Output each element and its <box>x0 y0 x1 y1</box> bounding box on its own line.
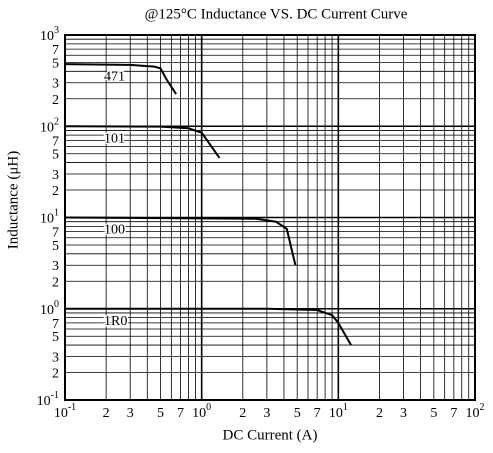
x-axis-label: DC Current (A) <box>223 427 318 443</box>
x-tick-label-base: 10 <box>329 406 343 421</box>
x-tick-label-base: 7 <box>450 406 457 421</box>
y-tick-label: 7 <box>52 226 59 241</box>
x-tick-label: 7 <box>450 406 457 421</box>
y-tick-label: 3 <box>52 168 59 183</box>
y-tick-label: 2 <box>52 93 59 108</box>
x-tick-label: 5 <box>157 406 164 421</box>
y-tick-label-base: 7 <box>52 135 59 150</box>
y-tick-label-base: 7 <box>52 317 59 332</box>
y-tick-label-exponent: 3 <box>54 25 59 36</box>
x-tick-label-exponent: -1 <box>68 402 76 413</box>
x-tick-label-base: 5 <box>430 406 437 421</box>
y-tick-label-base: 10 <box>40 120 54 135</box>
y-tick-label-base: 3 <box>52 259 59 274</box>
y-tick-label: 10-1 <box>37 390 59 409</box>
x-tick-label-base: 7 <box>314 406 321 421</box>
series-label: 471 <box>104 69 125 84</box>
x-tick-label: 10-1 <box>54 402 76 421</box>
x-tick-label-base: 10 <box>192 406 206 421</box>
series-line <box>64 125 221 159</box>
y-tick-label-exponent: 0 <box>54 299 59 310</box>
series-label: 100 <box>104 223 125 238</box>
y-tick-label: 101 <box>40 208 59 227</box>
y-tick-label-base: 5 <box>52 239 59 254</box>
y-tick-label: 7 <box>52 43 59 58</box>
y-tick-label-base: 3 <box>52 77 59 92</box>
x-tick-label: 3 <box>127 406 134 421</box>
x-tick-label-exponent: 2 <box>480 402 485 413</box>
x-tick-label-base: 3 <box>400 406 407 421</box>
y-tick-label-base: 10 <box>37 394 51 409</box>
series-line <box>65 307 352 346</box>
x-tick-label: 7 <box>314 406 321 421</box>
y-tick-label: 5 <box>52 148 59 163</box>
x-tick-label-base: 2 <box>376 406 383 421</box>
y-tick-label-base: 3 <box>52 168 59 183</box>
y-tick-label-base: 2 <box>52 275 59 290</box>
x-tick-label: 101 <box>329 402 348 421</box>
y-tick-label: 2 <box>52 275 59 290</box>
x-tick-label: 5 <box>294 406 301 421</box>
y-tick-label: 7 <box>52 317 59 332</box>
x-tick-label: 2 <box>103 406 110 421</box>
y-tick-label-base: 7 <box>52 226 59 241</box>
x-tick-label-base: 2 <box>103 406 110 421</box>
y-tick-label-base: 5 <box>52 57 59 72</box>
y-tick-label-base: 10 <box>40 29 54 44</box>
series-label: 101 <box>104 131 125 146</box>
y-tick-label-exponent: -1 <box>51 390 59 401</box>
x-tick-label: 7 <box>177 406 184 421</box>
x-tick-label: 5 <box>430 406 437 421</box>
y-tick-label-exponent: 2 <box>54 117 59 128</box>
y-tick-label: 5 <box>52 57 59 72</box>
chart-title: @125°C Inductance VS. DC Current Curve <box>145 6 408 22</box>
y-tick-label-base: 5 <box>52 330 59 345</box>
x-tick-label: 3 <box>263 406 270 421</box>
x-tick-label-exponent: 0 <box>206 402 211 413</box>
y-tick-label-base: 5 <box>52 148 59 163</box>
x-tick-label-base: 7 <box>177 406 184 421</box>
y-tick-label-base: 2 <box>52 367 59 382</box>
x-tick-label: 2 <box>376 406 383 421</box>
x-tick-label: 102 <box>466 402 485 421</box>
x-tick-label: 3 <box>400 406 407 421</box>
series-label: 1R0 <box>104 314 127 329</box>
y-tick-label-base: 7 <box>52 43 59 58</box>
x-tick-label-base: 10 <box>466 406 480 421</box>
y-tick-label: 7 <box>52 135 59 150</box>
x-tick-label-base: 5 <box>157 406 164 421</box>
x-tick-label-base: 3 <box>263 406 270 421</box>
y-tick-label: 5 <box>52 239 59 254</box>
x-tick-label: 100 <box>192 402 211 421</box>
x-tick-label: 2 <box>239 406 246 421</box>
y-tick-label: 102 <box>40 117 59 136</box>
x-tick-label-base: 3 <box>127 406 134 421</box>
y-tick-label: 2 <box>52 367 59 382</box>
y-tick-label: 100 <box>40 299 59 318</box>
y-tick-label-exponent: 1 <box>54 208 59 219</box>
y-tick-label-base: 3 <box>52 351 59 366</box>
y-tick-label: 3 <box>52 351 59 366</box>
series-line <box>64 216 297 266</box>
x-tick-label-base: 2 <box>239 406 246 421</box>
x-tick-label-base: 5 <box>294 406 301 421</box>
y-tick-label-base: 2 <box>52 184 59 199</box>
y-tick-label: 5 <box>52 330 59 345</box>
y-tick-label-base: 10 <box>40 303 54 318</box>
y-tick-label: 103 <box>40 25 59 44</box>
x-tick-label-exponent: 1 <box>343 402 348 413</box>
y-axis-label: Inductance (μH) <box>5 151 21 249</box>
series-line <box>64 63 177 95</box>
y-tick-label-base: 10 <box>40 212 54 227</box>
y-tick-label: 3 <box>52 77 59 92</box>
y-tick-label-base: 2 <box>52 93 59 108</box>
x-tick-label-base: 10 <box>54 406 68 421</box>
y-tick-label: 2 <box>52 184 59 199</box>
y-tick-label: 3 <box>52 259 59 274</box>
